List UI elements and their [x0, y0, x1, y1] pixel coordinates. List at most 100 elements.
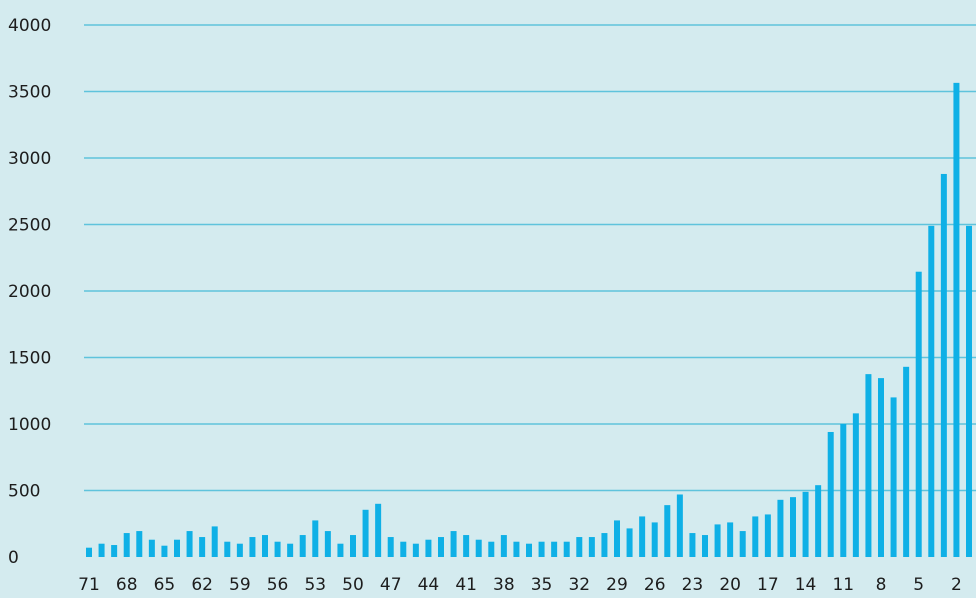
bar-52	[324, 531, 331, 557]
x-tick-label: 29	[606, 575, 628, 595]
bar-46	[400, 541, 407, 557]
bar-25	[664, 505, 671, 557]
bar-53	[312, 520, 319, 557]
y-tick-label: 1500	[8, 349, 51, 369]
x-tick-label: 53	[304, 575, 326, 595]
bar-68	[123, 533, 130, 557]
x-tick-label: 5	[913, 575, 924, 595]
bar-55	[287, 543, 294, 557]
bar-27	[639, 516, 646, 557]
bar-13	[815, 485, 822, 557]
bar-62	[199, 537, 206, 557]
bar-47	[387, 537, 394, 557]
bar-22	[702, 535, 708, 557]
bar-32	[576, 537, 583, 557]
bar-33	[563, 541, 570, 557]
bar-57	[262, 535, 268, 557]
bar-38	[500, 535, 507, 557]
bar-45	[412, 543, 419, 557]
bar-26	[651, 522, 658, 557]
bar-24	[676, 494, 683, 557]
bar-44	[425, 539, 432, 557]
y-tick-label: 500	[8, 482, 40, 502]
bar-51	[337, 543, 344, 557]
bar-37	[513, 541, 520, 557]
bar-14	[802, 491, 809, 557]
bar-49	[362, 509, 369, 557]
x-tick-label: 44	[418, 575, 440, 595]
x-tick-label: 56	[267, 575, 289, 595]
bar-40	[475, 539, 482, 557]
bar-43	[438, 537, 444, 557]
x-tick-label: 38	[493, 575, 515, 595]
bar-29	[614, 520, 620, 557]
gridlines	[84, 24, 976, 492]
x-tick-label: 35	[531, 575, 553, 595]
bar-42	[450, 531, 457, 557]
y-tick-label: 3500	[8, 83, 51, 103]
x-tick-label: 68	[116, 575, 138, 595]
x-tick-label: 32	[568, 575, 590, 595]
y-tick-label: 2000	[8, 282, 51, 302]
bar-71	[86, 547, 92, 557]
bar-23	[689, 533, 696, 557]
x-tick-label: 20	[719, 575, 741, 595]
bar-36	[526, 543, 532, 557]
bar-69	[111, 545, 118, 557]
bar-60	[224, 541, 231, 557]
y-tick-label: 4000	[8, 16, 51, 36]
bar-17	[764, 514, 771, 557]
x-tick-label: 41	[455, 575, 477, 595]
x-axis-tick-labels: 71 68 65 62 59 56 53 50 47 44 41 38 35 32 29 26 23 20 17 14…	[78, 575, 962, 595]
x-tick-label: 59	[229, 575, 251, 595]
bar-7	[890, 397, 897, 557]
bar-56	[274, 541, 281, 557]
bar-50	[350, 535, 356, 557]
bar-4	[928, 225, 935, 557]
bar-18	[752, 516, 759, 557]
bar-34	[551, 541, 558, 557]
x-tick-label: 26	[644, 575, 666, 595]
bar-12	[827, 431, 834, 557]
bar-41	[463, 535, 470, 557]
x-tick-label: 11	[832, 575, 854, 595]
x-tick-label: 17	[757, 575, 779, 595]
y-axis-tick-labels: 0 500 1000 1500 2000 2500 3000 3500 4000	[8, 16, 51, 568]
bar-67	[136, 531, 143, 557]
y-tick-label: 1000	[8, 415, 51, 435]
x-tick-label: 50	[342, 575, 364, 595]
bar-1	[966, 225, 972, 557]
bar-2	[953, 82, 960, 558]
x-tick-label: 8	[876, 575, 887, 595]
bar-58	[249, 537, 256, 557]
bar-8	[878, 378, 884, 557]
bar-5	[915, 271, 922, 557]
x-tick-label: 65	[154, 575, 176, 595]
bar-11	[840, 424, 847, 557]
y-tick-label: 0	[8, 548, 19, 568]
x-tick-label: 2	[951, 575, 962, 595]
bar-30	[601, 533, 608, 557]
bar-3	[940, 173, 947, 557]
bar-48	[375, 503, 382, 557]
x-tick-label: 14	[795, 575, 817, 595]
bar-35	[538, 541, 545, 557]
bar-66	[148, 539, 155, 557]
y-tick-label: 3000	[8, 149, 51, 169]
bar-64	[174, 539, 180, 557]
bar-9	[865, 374, 872, 558]
x-tick-label: 62	[191, 575, 213, 595]
bar-15	[790, 497, 796, 557]
bars	[86, 82, 972, 558]
y-tick-label: 2500	[8, 216, 51, 236]
bar-31	[588, 537, 595, 557]
bar-28	[626, 528, 633, 557]
bar-59	[236, 543, 243, 557]
bar-70	[98, 543, 105, 557]
bar-20	[727, 522, 734, 557]
bar-19	[739, 531, 746, 557]
bar-61	[211, 526, 218, 557]
bar-54	[299, 535, 306, 557]
